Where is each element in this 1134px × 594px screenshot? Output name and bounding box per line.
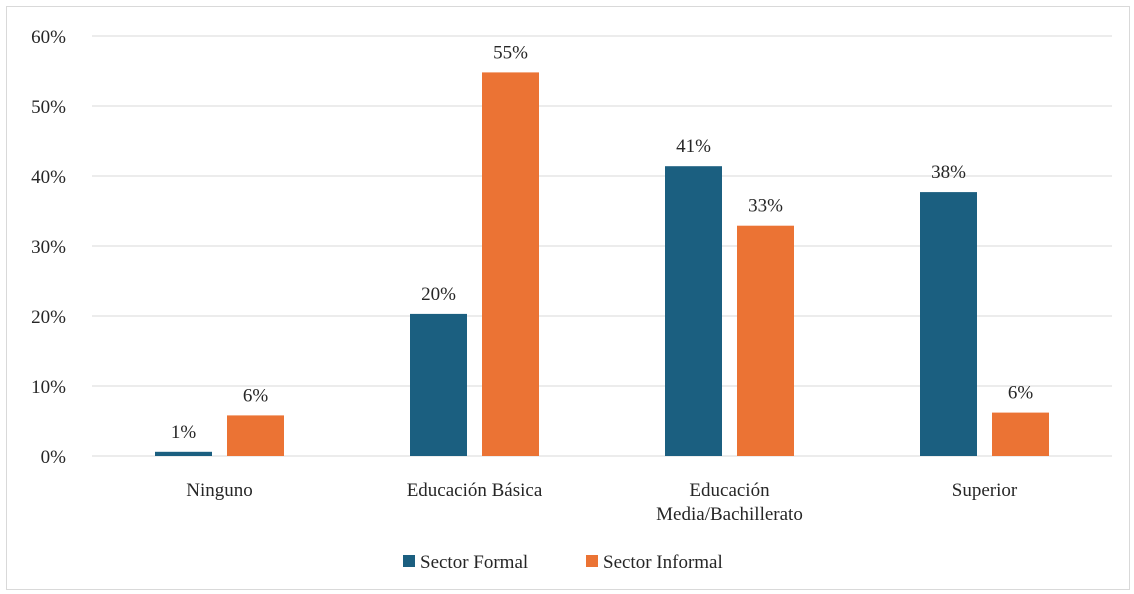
data-label: 38% [931, 162, 966, 183]
y-axis-ticks: 0% 10% 20% 30% 40% 50% 60% [31, 27, 66, 468]
y-tick-label: 50% [31, 97, 66, 118]
data-label: 20% [421, 284, 456, 305]
legend: Sector Formal Sector Informal [403, 552, 723, 573]
bar-sector-formal [920, 192, 977, 456]
bar-sector-informal [227, 415, 284, 456]
y-tick-label: 30% [31, 237, 66, 258]
data-label: 55% [493, 42, 528, 63]
legend-swatch [586, 555, 598, 567]
data-label: 41% [676, 136, 711, 157]
bars [155, 72, 1049, 457]
data-label: 6% [1008, 383, 1034, 404]
x-category-label: Ninguno [186, 480, 253, 501]
x-category-label: Superior [952, 480, 1018, 501]
bar-sector-formal [155, 451, 212, 456]
bar-sector-informal [737, 225, 794, 456]
bar-sector-formal [410, 313, 467, 456]
data-label: 33% [748, 196, 783, 217]
data-label: 1% [171, 422, 197, 443]
x-category-label: Educación Básica [407, 480, 543, 501]
y-tick-label: 10% [31, 377, 66, 398]
x-axis-categories: Ninguno Educación Básica Educación Media/Ba… [186, 480, 1018, 525]
legend-label: Sector Informal [603, 552, 723, 573]
data-labels: 1% 6% 20% 55% 41% 33% 38% 6% [171, 42, 1034, 442]
y-tick-label: 40% [31, 167, 66, 188]
y-tick-label: 20% [31, 307, 66, 328]
x-category-label: Educación [689, 480, 770, 501]
bar-sector-informal [482, 72, 539, 457]
y-tick-label: 60% [31, 27, 66, 48]
data-label: 6% [243, 385, 269, 406]
y-tick-label: 0% [41, 447, 67, 468]
legend-swatch [403, 555, 415, 567]
bar-sector-formal [665, 166, 722, 456]
x-category-label: Media/Bachillerato [656, 504, 803, 525]
bar-sector-informal [992, 412, 1049, 456]
legend-label: Sector Formal [420, 552, 528, 573]
